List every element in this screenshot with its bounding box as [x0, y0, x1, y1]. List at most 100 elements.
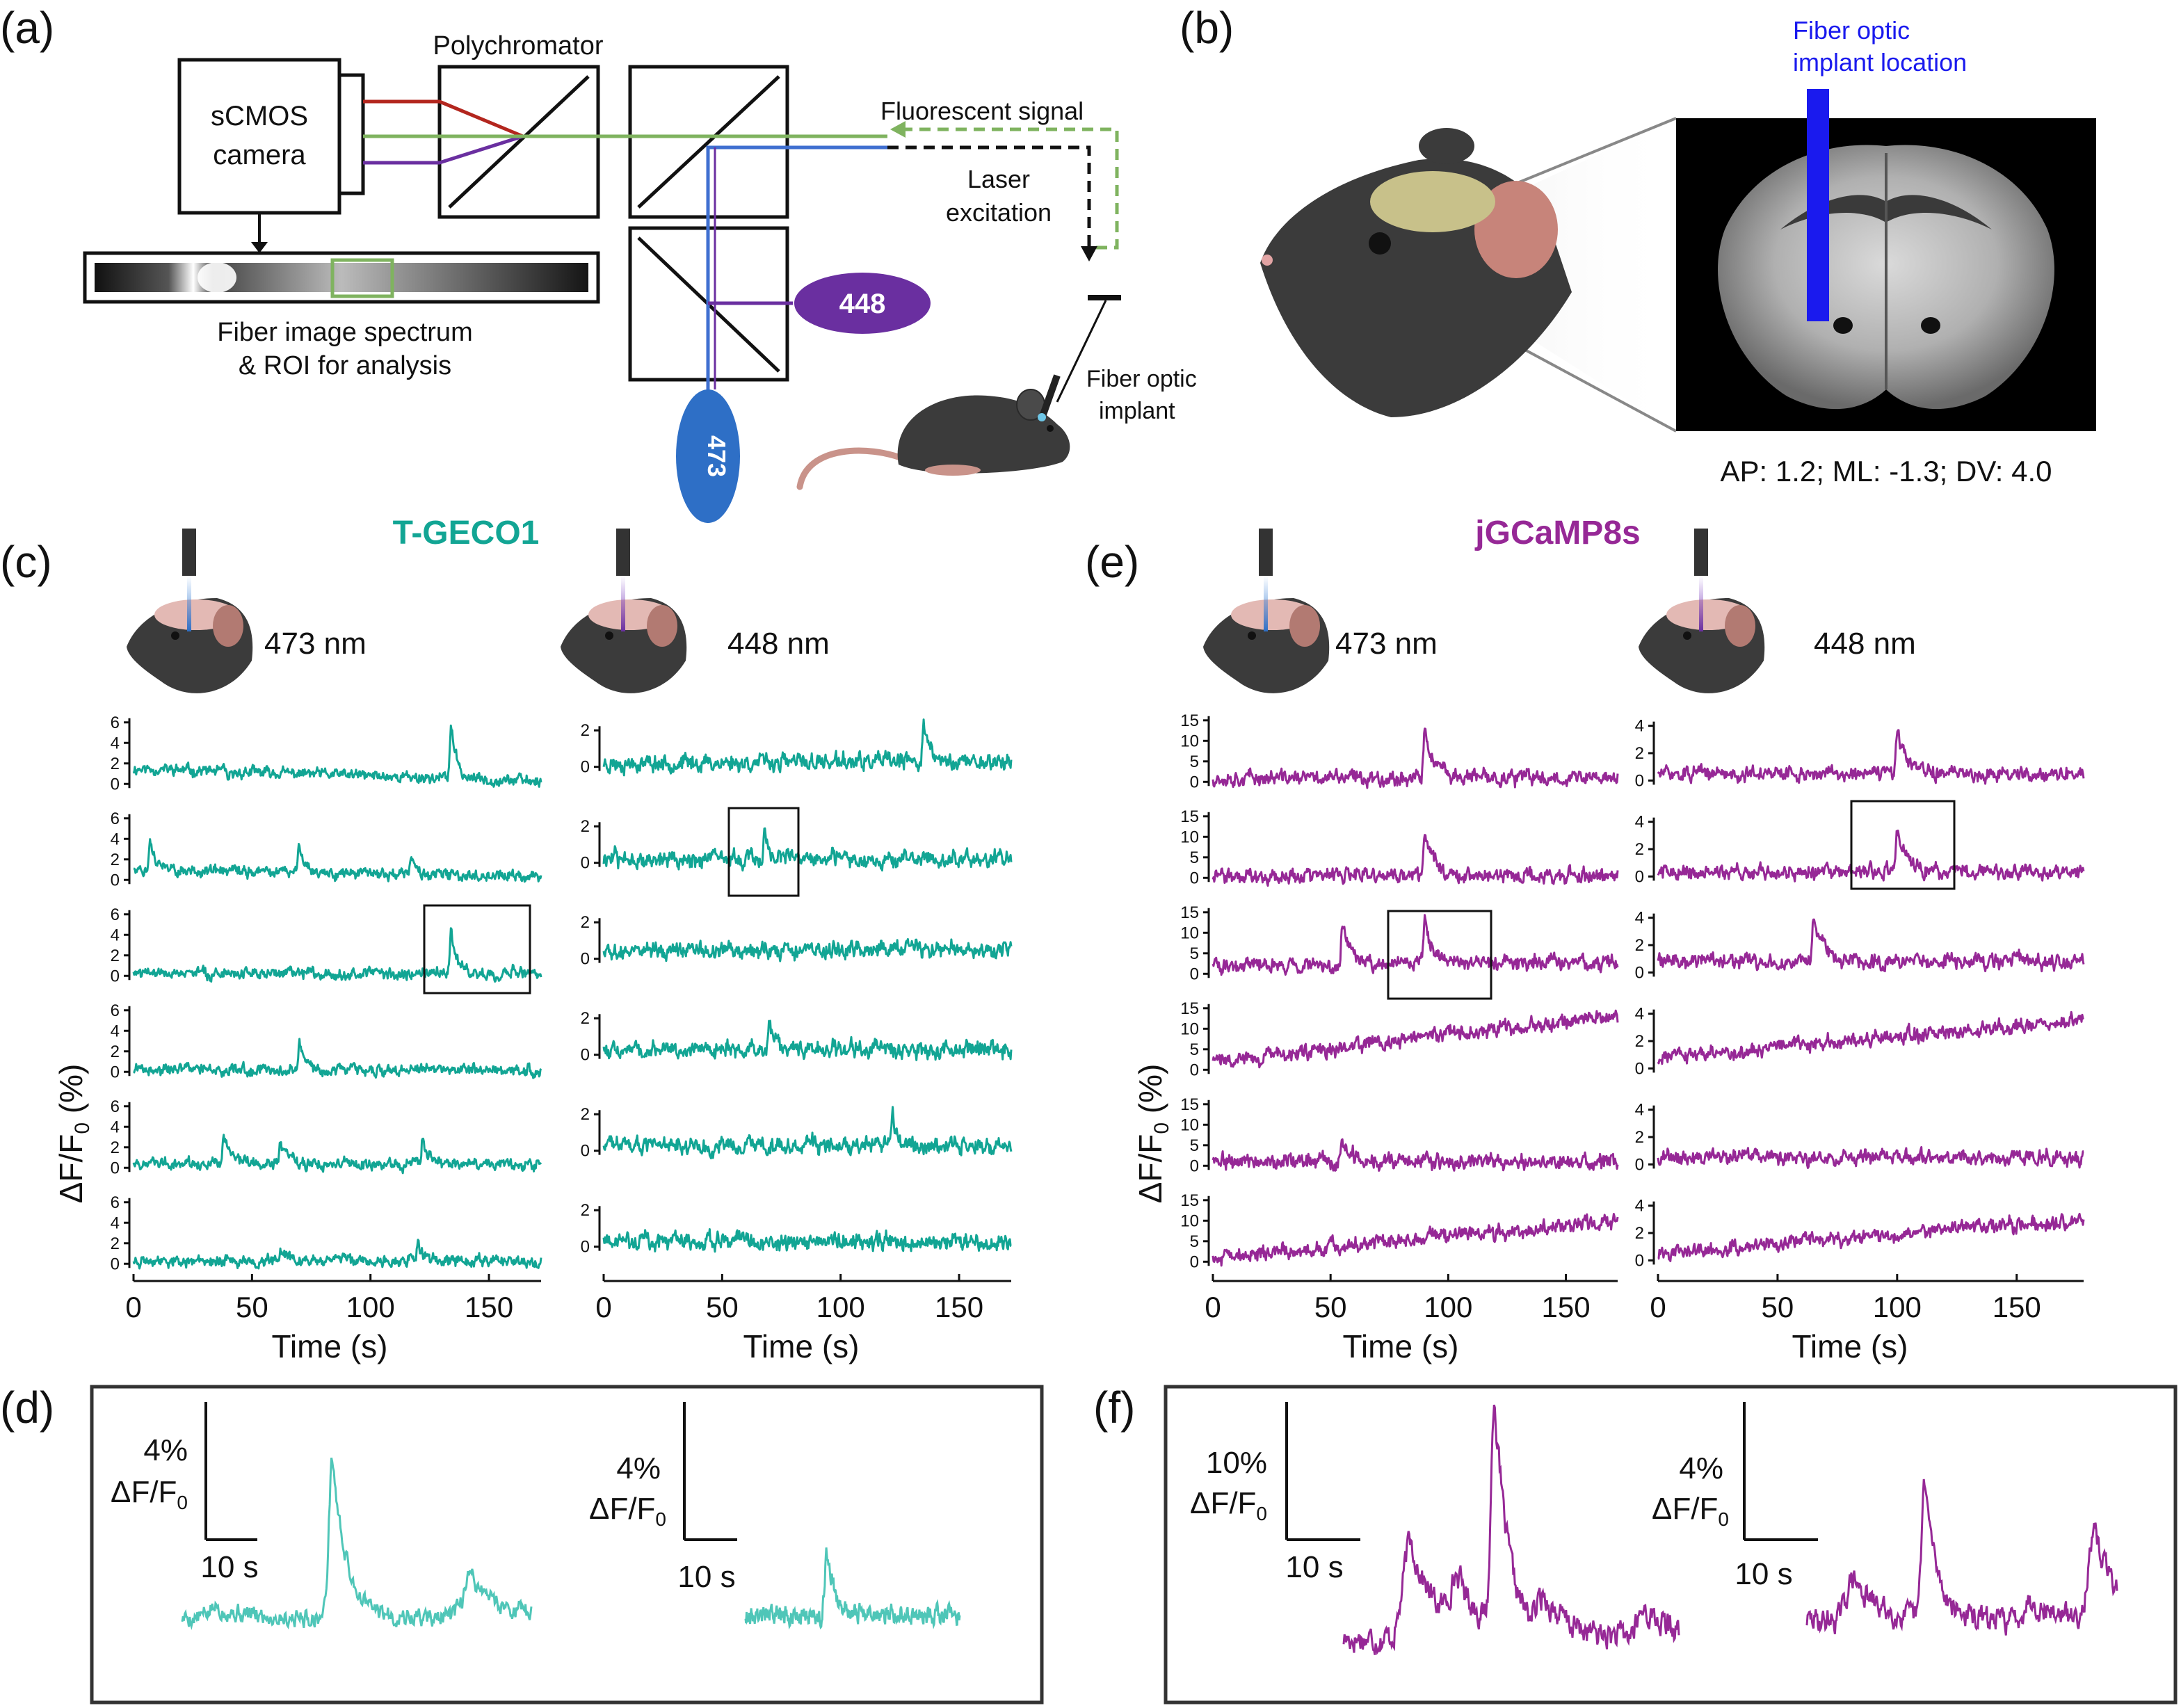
d-right-dff-sub: 0 [655, 1508, 666, 1530]
trace-line [132, 724, 542, 788]
mouse-head-pinna [1474, 181, 1558, 278]
fiber-connector [1088, 295, 1121, 300]
roi-box-c-448 [727, 807, 800, 897]
ylabel-e-sub: 0 [1150, 1122, 1173, 1134]
panel-f-scalebars: 10% ΔF/F0 10 s 4% ΔF/F0 10 s [1190, 1402, 1818, 1591]
wl-label-e-473: 473 nm [1335, 627, 1438, 661]
trace-line [602, 1020, 1013, 1061]
trace-line [1657, 1212, 2085, 1262]
trace-ytick-label: 0 [581, 1046, 590, 1065]
trace-ytick-label: 2 [581, 1105, 590, 1124]
trace-ytick-label: 2 [111, 946, 120, 965]
panel-d-scalebars: 4% ΔF/F0 10 s 4% ΔF/F0 10 s [111, 1402, 737, 1594]
trace-ytick-label: 10 [1180, 1211, 1199, 1230]
trace-xtick-label: 50 [1314, 1291, 1347, 1323]
laser-excitation-label-2: excitation [946, 198, 1052, 227]
panel-d-traces [181, 1457, 961, 1630]
trace-line [1657, 1146, 2084, 1169]
trace-xtick-label: 0 [595, 1291, 611, 1323]
trace-ytick-label: 2 [1635, 840, 1644, 859]
trace-ytick-label: 0 [111, 775, 120, 793]
trace-ytick-label: 4 [111, 1022, 120, 1040]
trace-xtick-label: 50 [236, 1291, 268, 1323]
trace-line [1657, 1010, 2084, 1065]
trace-ytick-label: 0 [1190, 965, 1199, 983]
laser-448 [794, 273, 931, 334]
zoom-line-top [1495, 117, 1677, 193]
mouse-eye [1047, 425, 1054, 432]
beam-purple [363, 134, 524, 165]
d-right-dff-main: ΔF/F [589, 1492, 655, 1526]
trace-ytick-label: 0 [111, 871, 120, 889]
signal-path-dashed [901, 127, 1119, 250]
beam-blue [706, 145, 887, 395]
roi-box-e-473 [1387, 910, 1492, 1000]
spectrum-caption-2: & ROI for analysis [239, 351, 451, 380]
xlabel-e-448: Time (s) [1792, 1328, 1908, 1364]
panel-labels: (a) (b) (c) (d) (e) (f) [0, 3, 1234, 1433]
camera-arrow-head [251, 242, 268, 253]
fiber-ferrule [616, 529, 630, 576]
trace-ytick-label: 2 [581, 1201, 590, 1220]
implant-location-label-1: Fiber optic [1793, 16, 1910, 45]
trace-ytick-label: 4 [1635, 717, 1644, 736]
trace-ytick-label: 6 [111, 1097, 120, 1116]
mouse-head-c-448 [561, 529, 687, 693]
trace-line [1212, 1009, 1619, 1069]
trace-ytick-label: 4 [111, 734, 120, 752]
ylabel-c-main: ΔF/F [53, 1134, 89, 1204]
trace-ytick-label: 6 [111, 714, 120, 732]
trace-ytick-label: 4 [111, 1214, 120, 1232]
wl-label-e-448: 448 nm [1814, 627, 1916, 661]
trace-line [1657, 729, 2085, 785]
trace-xtick-label: 100 [816, 1291, 865, 1323]
d-left-dff-main: ΔF/F [111, 1475, 177, 1509]
xlabel-c-473: Time (s) [272, 1328, 388, 1364]
trace-ytick-label: 0 [1190, 773, 1199, 791]
roi-box-c-473 [423, 904, 531, 994]
fiber-ferrule [182, 529, 196, 576]
fiber-ferrule [1259, 529, 1273, 576]
implant-tube [1040, 374, 1061, 416]
trace-ytick-label: 0 [1635, 1155, 1644, 1174]
x-axis-labels: Time (s) Time (s) Time (s) Time (s) [272, 1328, 1908, 1364]
zoom-trace-f-448 [1805, 1479, 2118, 1636]
sensor-title-jgcamp: jGCaMP8s [1474, 515, 1640, 551]
trace-xtick-label: 150 [1542, 1291, 1591, 1323]
ylabel-c-unit: (%) [53, 1064, 89, 1122]
fluorescent-signal-label: Fluorescent signal [880, 97, 1084, 125]
fiber-light [1699, 576, 1703, 631]
trace-ytick-label: 0 [1190, 1061, 1199, 1079]
head-eye [1248, 631, 1256, 640]
trace-ytick-label: 15 [1180, 807, 1199, 826]
trace-ytick-label: 10 [1180, 828, 1199, 846]
mouse-illustration [796, 374, 1070, 490]
head-eye [1683, 631, 1691, 640]
trace-xtick-label: 150 [1993, 1291, 2041, 1323]
trace-ytick-label: 0 [581, 950, 590, 969]
trace-panel-c-473: 0 2 4 6 0 2 4 6 0 2 4 6 0 2 4 6 0 2 4 6 0 2 4 6 0 50 100 150 [111, 714, 542, 1323]
f-right-dff-main: ΔF/F [1652, 1492, 1718, 1526]
trace-ytick-label: 0 [581, 854, 590, 873]
trace-ytick-label: 0 [111, 967, 120, 985]
trace-line [1212, 727, 1619, 789]
trace-ytick-label: 2 [581, 913, 590, 932]
trace-line [132, 1239, 542, 1270]
mouse-head-eye [1369, 232, 1391, 255]
f-left-dff-main: ΔF/F [1190, 1486, 1256, 1520]
mouse-heads [127, 529, 1765, 693]
panel-label-f: (f) [1093, 1383, 1135, 1433]
trace-ytick-label: 4 [1635, 1005, 1644, 1024]
ylabel-c: ΔF/F0 (%) [53, 1064, 94, 1204]
trace-ytick-label: 4 [1635, 909, 1644, 928]
laser-excitation-label-1: Laser [967, 165, 1030, 193]
d-left-percent: 4% [143, 1433, 188, 1467]
fiber-light [187, 576, 191, 631]
trace-ytick-label: 0 [1635, 867, 1644, 886]
fiber-light [621, 576, 625, 631]
trace-line [132, 927, 542, 983]
trace-line [602, 937, 1013, 962]
panel-label-e: (e) [1085, 537, 1139, 587]
d-left-dff: ΔF/F0 [111, 1475, 188, 1513]
trace-ytick-label: 0 [1190, 1157, 1199, 1175]
